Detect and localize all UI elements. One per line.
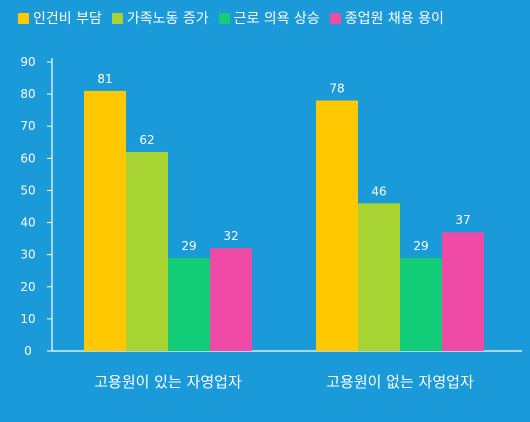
data-label: 78 xyxy=(329,82,344,96)
y-tick-label: 70 xyxy=(20,119,35,133)
y-tick-label: 30 xyxy=(20,248,35,262)
bar xyxy=(84,90,126,352)
y-tick-label: 90 xyxy=(20,55,35,69)
legend-item: 근로 의욕 상승 xyxy=(218,8,320,28)
y-tick-label: 10 xyxy=(20,312,35,326)
data-label: 62 xyxy=(139,133,154,147)
bar xyxy=(210,248,252,351)
bar xyxy=(442,232,484,351)
y-tick-label: 50 xyxy=(20,183,35,197)
legend-swatch xyxy=(329,12,341,24)
y-tick-label: 80 xyxy=(20,87,35,101)
category-label: 고용원이 있는 자영업자 xyxy=(94,373,242,391)
legend-item: 인건비 부담 xyxy=(18,8,102,28)
bar xyxy=(126,151,168,351)
data-label: 32 xyxy=(223,229,238,243)
legend-label: 가족노동 증가 xyxy=(126,11,209,27)
y-tick-label: 0 xyxy=(24,344,32,358)
legend-item: 종업원 채용 용이 xyxy=(329,8,444,28)
y-tick-label: 60 xyxy=(20,151,35,165)
legend-label: 인건비 부담 xyxy=(33,11,102,27)
category-label: 고용원이 없는 자영업자 xyxy=(326,373,474,391)
legend-swatch xyxy=(18,12,29,24)
legend-item: 가족노동 증가 xyxy=(111,8,209,28)
legend-swatch xyxy=(218,12,230,24)
bar xyxy=(168,257,210,351)
y-tick-label: 20 xyxy=(20,280,35,294)
data-label: 46 xyxy=(371,184,386,198)
data-label: 81 xyxy=(97,72,112,86)
bar xyxy=(400,257,442,351)
legend-label: 근로 의욕 상승 xyxy=(233,11,320,27)
data-label: 29 xyxy=(181,239,196,253)
data-label: 29 xyxy=(413,239,428,253)
legend-swatch xyxy=(111,12,123,24)
y-tick-label: 40 xyxy=(20,216,35,230)
data-label: 37 xyxy=(455,213,470,227)
legend: 인건비 부담 가족노동 증가 근로 의욕 상승 종업원 채용 용이 xyxy=(18,8,444,28)
bar xyxy=(358,203,400,351)
legend-label: 종업원 채용 용이 xyxy=(344,11,444,27)
bar xyxy=(316,100,358,352)
